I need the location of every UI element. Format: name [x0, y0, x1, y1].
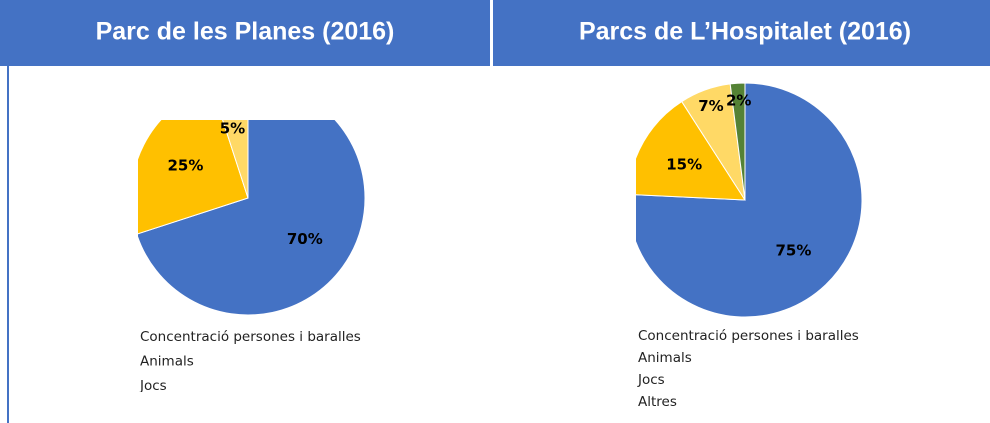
pie: [138, 120, 366, 316]
data-label: 70%: [287, 230, 323, 248]
data-label: 2%: [726, 91, 751, 109]
header-bar: [493, 0, 990, 66]
legend-entry: Animals: [140, 354, 194, 370]
header-bar: [0, 0, 490, 66]
data-label: 25%: [167, 157, 203, 175]
legend-entry: Jocs: [637, 372, 665, 388]
legend: Concentració persones i baralles Animals J…: [139, 329, 361, 394]
pie: [636, 82, 863, 318]
legend-entry: Altres: [638, 394, 677, 410]
pie-slice: [729, 82, 746, 201]
legend-entry: Jocs: [139, 378, 167, 394]
data-label: 15%: [666, 155, 702, 173]
data-label: 7%: [698, 97, 723, 115]
legend: Concentració persones i baralles Animals J…: [637, 328, 859, 410]
pie-slice: [222, 120, 249, 199]
chart-title: Parc de les Planes (2016): [96, 18, 395, 46]
pie-slice: [138, 120, 249, 235]
pie-slice: [138, 120, 366, 316]
legend-entry: Animals: [638, 350, 692, 366]
data-label: 5%: [220, 120, 245, 138]
pie-slice: [636, 82, 863, 318]
legend-entry: Concentració persones i baralles: [140, 329, 361, 345]
legend-entry: Concentració persones i baralles: [638, 328, 859, 344]
chart-title: Parcs de L’Hospitalet (2016): [579, 18, 911, 46]
pie-slice: [636, 100, 746, 201]
data-label: 75%: [775, 241, 811, 259]
